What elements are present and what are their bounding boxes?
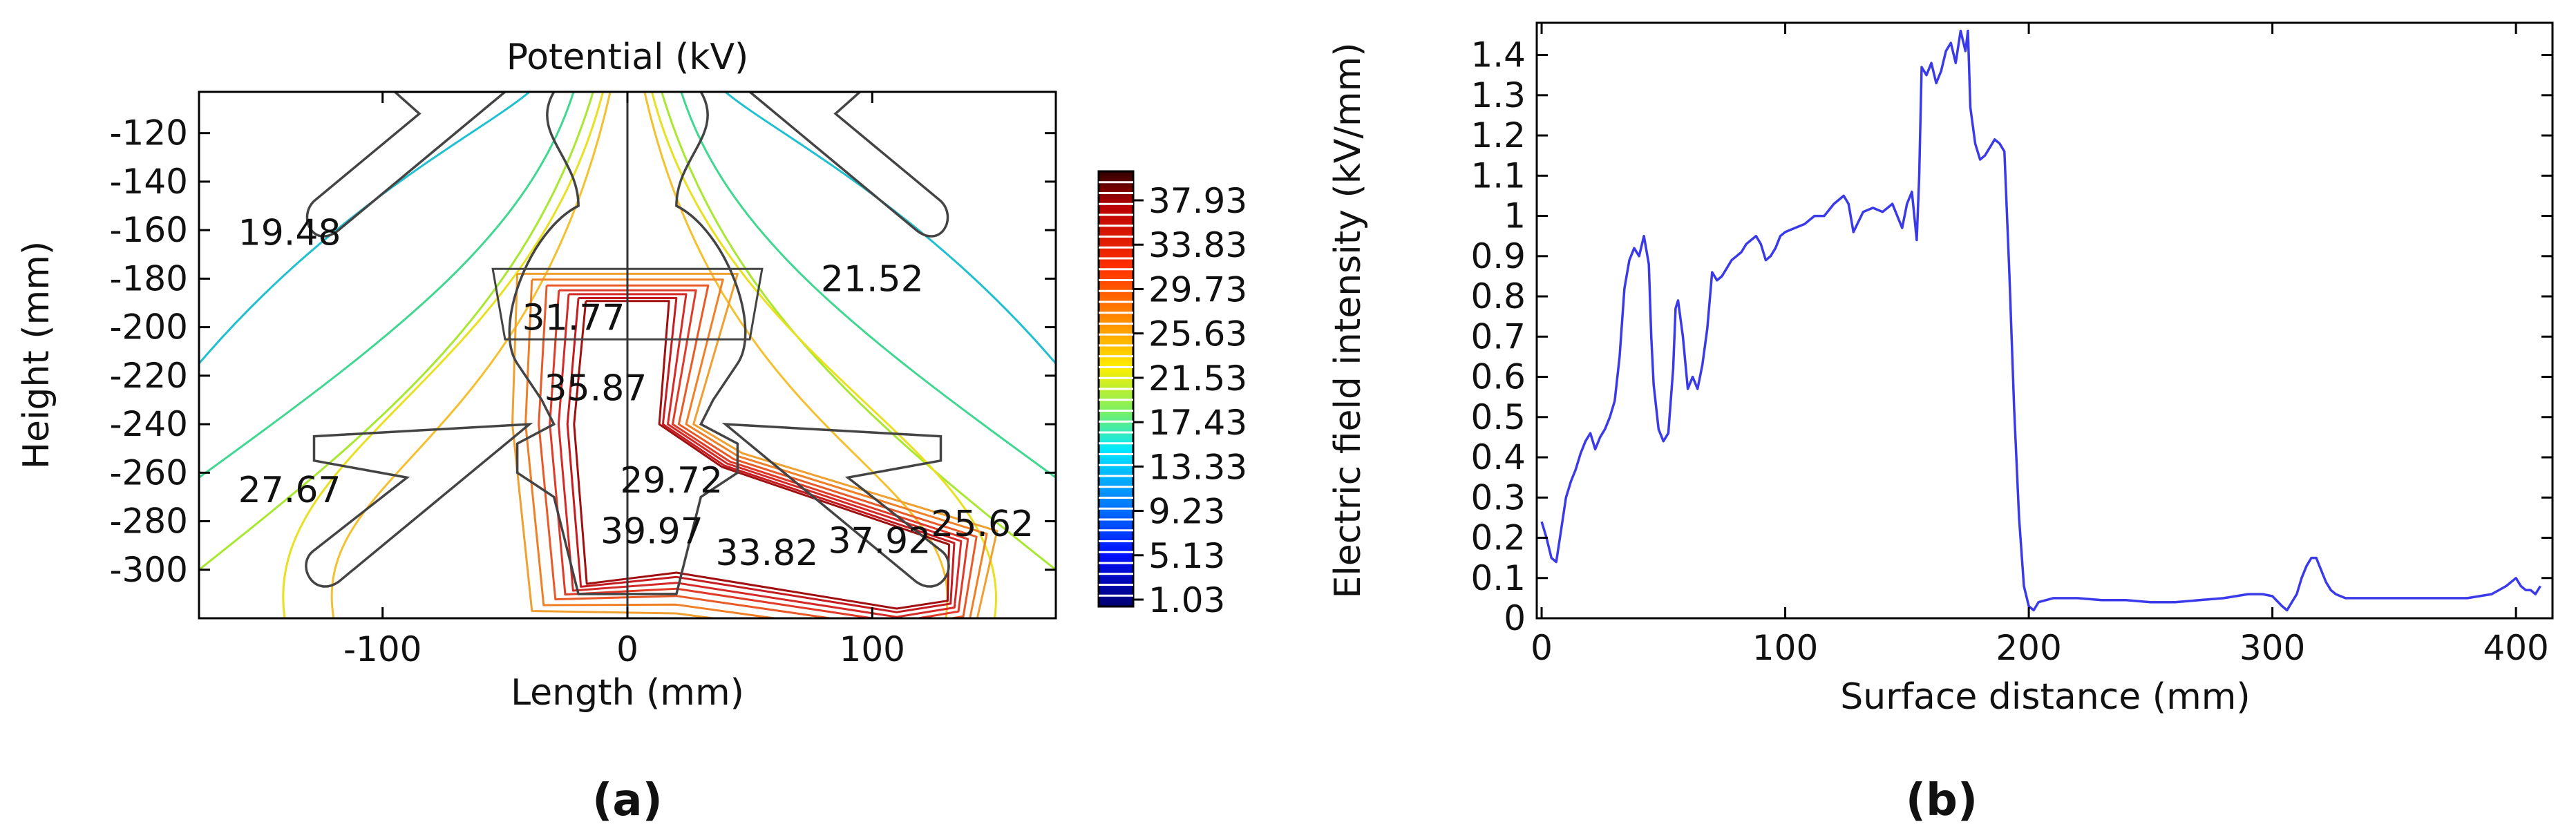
y-tick-label-b: 1.1 xyxy=(1470,155,1526,195)
y-tick-label-b: 0.2 xyxy=(1470,518,1526,558)
equipotential-line xyxy=(650,92,997,618)
equipotential-line xyxy=(199,92,575,479)
y-tick-label-b: 0 xyxy=(1504,598,1526,638)
x-tick-label-a: -100 xyxy=(343,629,422,669)
y-tick-label-a: -120 xyxy=(110,113,188,153)
x-tick-label-a: 100 xyxy=(840,629,905,669)
caption-b: (b) xyxy=(1906,775,1978,826)
y-tick-label-b: 0.6 xyxy=(1470,357,1526,397)
equipotential-line xyxy=(680,92,1056,479)
contour-label: 19.48 xyxy=(238,213,341,254)
equipotential-loop xyxy=(573,300,950,610)
y-tick-label-b: 1.4 xyxy=(1470,35,1526,75)
equipotential-loop xyxy=(524,278,988,618)
insulator-shed xyxy=(721,423,950,588)
y-tick-label-b: 0.7 xyxy=(1470,316,1526,356)
colorbar-tick-label: 13.33 xyxy=(1148,447,1247,487)
y-axis-label-b: Electric field intensity (kV/mm) xyxy=(1327,42,1369,598)
x-tick-label-b: 200 xyxy=(1996,628,2061,668)
insulator-shed xyxy=(305,423,533,588)
equipotential-loop xyxy=(557,293,963,618)
colorbar-tick-label: 9.23 xyxy=(1148,492,1225,532)
y-tick-label-a: -280 xyxy=(110,502,188,542)
y-tick-label-a: -160 xyxy=(110,210,188,250)
x-axis-ticks-b: 0 100 200 300 400 xyxy=(1531,23,2549,668)
y-tick-label-b: 1.2 xyxy=(1470,115,1526,155)
colorbar-tick-label: 25.63 xyxy=(1148,314,1247,354)
colorbar-tick-label: 5.13 xyxy=(1148,536,1225,576)
x-tick-label-a: 0 xyxy=(616,629,638,669)
y-tick-label-b: 0.8 xyxy=(1470,276,1526,316)
colorbar-tick-label: 21.53 xyxy=(1148,359,1247,399)
y-tick-label-b: 0.5 xyxy=(1470,397,1526,437)
equipotential-line xyxy=(282,92,605,618)
y-tick-label-b: 0.9 xyxy=(1470,236,1526,276)
y-tick-label-a: -180 xyxy=(110,258,188,298)
colorbar-stripes xyxy=(1099,181,1133,597)
y-tick-label-b: 0.4 xyxy=(1470,437,1526,477)
y-tick-label-a: -220 xyxy=(110,356,188,396)
contour-labels: 19.48 21.52 31.77 35.87 29.72 27.67 25.62 39.97… xyxy=(238,213,1034,575)
field-intensity-panel: 0 100 200 300 400 00.10.20.30.40.50.60.70.80… xyxy=(1327,21,2554,826)
y-axis-ticks-a: -120 -140 -160 -180 -200 -220 -240 -260 -280 -300 xyxy=(110,113,1056,590)
x-tick-label-b: 400 xyxy=(2483,628,2548,668)
contour-label: 31.77 xyxy=(522,298,625,339)
y-tick-label-a: -240 xyxy=(110,404,188,444)
insulator-cavity xyxy=(491,267,764,341)
potential-contour-panel: Potential (kV) -100 0 100 -120 -140 -160 -180… xyxy=(16,37,1247,826)
x-axis-ticks-a: -100 0 100 xyxy=(343,92,905,669)
colorbar-tick-label: 17.43 xyxy=(1148,403,1247,443)
equipotential-line xyxy=(199,92,531,365)
colorbar-tick-label: 37.93 xyxy=(1148,181,1247,221)
equipotential-line xyxy=(199,92,594,571)
colorbar-tick-label: 1.03 xyxy=(1148,580,1225,620)
y-tick-label-a: -200 xyxy=(110,307,188,347)
contour-label: 37.92 xyxy=(828,521,931,562)
contour-label: 35.87 xyxy=(544,368,647,409)
x-axis-label-a: Length (mm) xyxy=(511,672,744,714)
equipotential-loop xyxy=(549,289,969,618)
equipotential-loop xyxy=(511,272,998,618)
colorbar-tick-label: 29.73 xyxy=(1148,269,1247,309)
plot-b-frame xyxy=(1535,21,2554,620)
colorbar-tick-label: 33.83 xyxy=(1148,225,1247,265)
x-axis-label-b: Surface distance (mm) xyxy=(1840,676,2250,718)
equipotential-loop xyxy=(538,284,978,618)
contour-plot-area xyxy=(199,92,1056,618)
y-tick-label-b: 1 xyxy=(1504,196,1526,236)
equipotential-line xyxy=(330,92,612,618)
y-tick-label-b: 1.3 xyxy=(1470,75,1526,115)
y-tick-label-a: -300 xyxy=(110,550,188,590)
x-tick-label-b: 100 xyxy=(1752,628,1818,668)
equipotential-line xyxy=(724,92,1056,365)
equipotential-line xyxy=(643,92,949,618)
contour-label: 29.72 xyxy=(620,460,723,502)
x-tick-label-b: 0 xyxy=(1531,628,1553,668)
insulator-shed xyxy=(305,92,507,238)
x-tick-label-b: 300 xyxy=(2239,628,2305,668)
y-axis-label-a: Height (mm) xyxy=(16,241,57,469)
panel-a-title: Potential (kV) xyxy=(506,37,749,78)
contour-label: 27.67 xyxy=(238,470,341,511)
equipotential-line xyxy=(661,92,1056,571)
caption-a: (a) xyxy=(592,775,663,826)
y-tick-label-a: -260 xyxy=(110,452,188,493)
contour-label: 33.82 xyxy=(716,533,819,574)
contour-label: 25.62 xyxy=(931,504,1034,545)
y-tick-label-a: -140 xyxy=(110,162,188,202)
insulator-shed xyxy=(748,92,949,238)
contour-label: 39.97 xyxy=(600,511,703,553)
equipotential-loop xyxy=(566,297,956,613)
y-tick-label-b: 0.3 xyxy=(1470,477,1526,517)
y-tick-label-b: 0.1 xyxy=(1470,558,1526,598)
contour-label: 21.52 xyxy=(821,258,924,300)
field-intensity-line xyxy=(1540,29,2541,612)
y-axis-ticks-b: 00.10.20.30.40.50.60.70.80.911.11.21.31.… xyxy=(1470,35,2553,638)
